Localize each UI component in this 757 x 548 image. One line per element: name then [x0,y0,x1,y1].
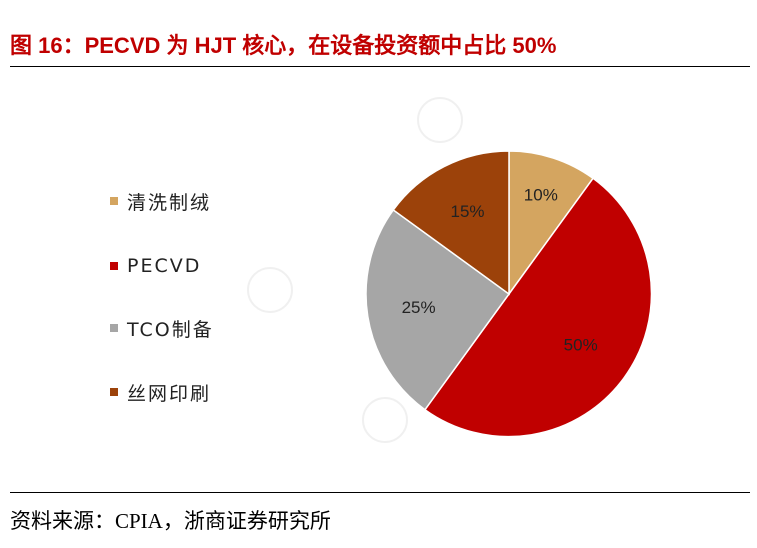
pie-slices [365,150,653,438]
figure-title: 图 16：PECVD 为 HJT 核心，在设备投资额中占比 50% [10,33,557,58]
slice-value-label-tco: 25% [402,298,436,317]
source-note: 资料来源：CPIA，浙商证券研究所 [10,509,331,533]
legend-item-pecvd: PECVD [110,253,201,279]
bottom-rule [10,492,750,493]
legend-item-screen-printing: 丝网印刷 [110,379,211,405]
legend-item-cleaning: 清洗制绒 [110,188,211,214]
pie-slice-screen-printing [392,150,510,296]
slice-value-label-screen-printing: 15% [450,202,484,221]
legend-swatch-cleaning [110,197,118,205]
slice-value-label-pecvd: 50% [564,336,598,355]
pie-value-labels: 10% 50% 25% 15% [402,186,598,355]
pie-slice-tco [365,208,511,411]
legend-label-tco: TCO制备 [127,318,214,341]
slice-value-label-cleaning: 10% [524,186,558,205]
legend-swatch-pecvd [110,262,118,270]
legend-swatch-tco [110,324,118,332]
legend-label-pecvd: PECVD [127,255,202,277]
legend-swatch-screen-printing [110,388,118,396]
legend-label-screen-printing: 丝网印刷 [127,382,212,405]
pie-slice-cleaning [508,150,595,297]
legend-item-tco: TCO制备 [110,315,214,341]
legend-label-cleaning: 清洗制绒 [127,191,212,214]
pie-slice-pecvd [423,177,653,438]
top-rule [10,66,750,67]
